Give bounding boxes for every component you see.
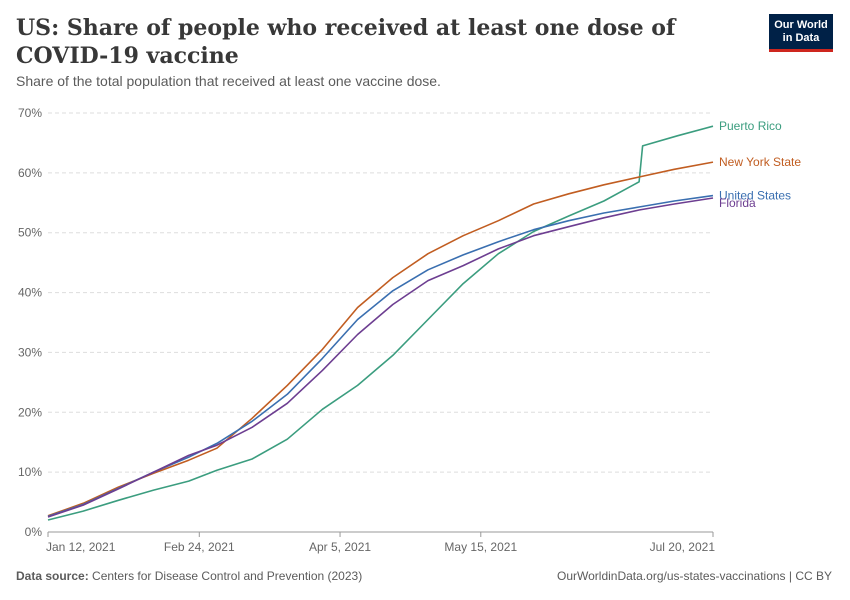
chart-title: US: Share of people who received at leas… xyxy=(16,15,676,69)
y-tick-label: 10% xyxy=(18,465,42,479)
series-line-new-york-state xyxy=(47,161,714,517)
logo-line-1: Our World xyxy=(774,19,828,31)
data-source: Data source: Centers for Disease Control… xyxy=(16,569,362,583)
series-label: Florida xyxy=(719,196,756,210)
y-tick-label: 0% xyxy=(25,525,43,539)
logo-line-2: in Data xyxy=(782,32,820,44)
y-tick-label: 50% xyxy=(18,226,42,240)
series-line-florida xyxy=(47,197,714,518)
series-line-united-states xyxy=(47,194,714,518)
data-source-label: Data source: xyxy=(16,569,89,583)
y-tick-label: 30% xyxy=(18,345,42,359)
series-label: United States xyxy=(719,189,791,203)
y-tick-label: 40% xyxy=(18,286,42,300)
data-source-text[interactable]: Centers for Disease Control and Preventi… xyxy=(92,569,363,583)
x-tick-label: Feb 24, 2021 xyxy=(164,540,235,554)
owid-logo[interactable]: Our World in Data xyxy=(769,14,833,52)
x-tick-label: Apr 5, 2021 xyxy=(309,540,371,554)
series-label: Puerto Rico xyxy=(719,119,782,133)
footer-link[interactable]: OurWorldinData.org/us-states-vaccination… xyxy=(557,569,832,583)
series-label: New York State xyxy=(719,155,801,169)
chart-subtitle: Share of the total population that recei… xyxy=(16,73,441,89)
y-tick-label: 70% xyxy=(18,106,42,120)
x-tick-label: Jul 20, 2021 xyxy=(650,540,716,554)
y-tick-label: 60% xyxy=(18,166,42,180)
x-tick-label: May 15, 2021 xyxy=(444,540,517,554)
series-line-puerto-rico xyxy=(47,125,714,521)
x-tick-label: Jan 12, 2021 xyxy=(46,540,116,554)
y-tick-label: 20% xyxy=(18,405,42,419)
